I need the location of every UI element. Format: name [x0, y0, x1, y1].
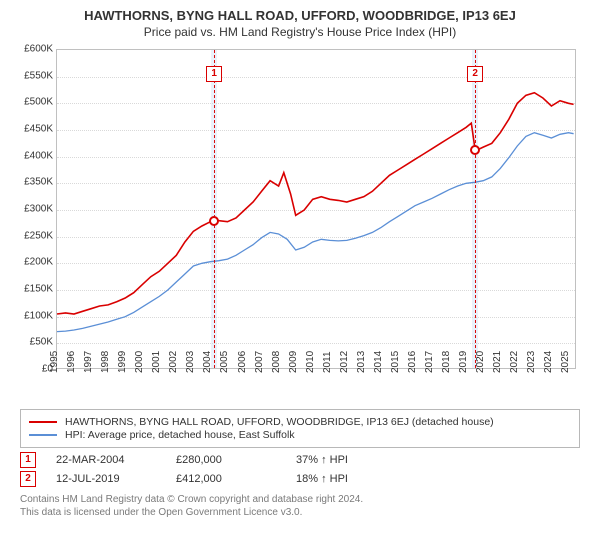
line-layer — [57, 50, 577, 370]
x-tick-label: 2013 — [356, 351, 367, 373]
x-tick-label: 2012 — [339, 351, 350, 373]
x-tick-label: 2025 — [560, 351, 571, 373]
x-tick-label: 2009 — [288, 351, 299, 373]
x-tick-label: 2022 — [509, 351, 520, 373]
x-tick-label: 2019 — [458, 351, 469, 373]
chart-container: HAWTHORNS, BYNG HALL ROAD, UFFORD, WOODB… — [0, 0, 600, 560]
legend-item: HAWTHORNS, BYNG HALL ROAD, UFFORD, WOODB… — [29, 416, 571, 428]
chart-title: HAWTHORNS, BYNG HALL ROAD, UFFORD, WOODB… — [10, 8, 590, 23]
y-tick-label: £600K — [9, 44, 53, 55]
x-tick-label: 2000 — [134, 351, 145, 373]
y-tick-label: £100K — [9, 310, 53, 321]
series-line — [57, 133, 574, 332]
x-tick-label: 2016 — [407, 351, 418, 373]
x-tick-label: 2007 — [253, 351, 264, 373]
y-tick-label: £250K — [9, 230, 53, 241]
x-tick-label: 2020 — [475, 351, 486, 373]
x-tick-label: 1997 — [83, 351, 94, 373]
event-row: 1 22-MAR-2004 £280,000 37% ↑ HPI — [20, 452, 580, 468]
x-tick-label: 2018 — [441, 351, 452, 373]
y-tick-label: £150K — [9, 284, 53, 295]
x-tick-label: 2024 — [543, 351, 554, 373]
x-tick-label: 2021 — [492, 351, 503, 373]
y-tick-label: £300K — [9, 204, 53, 215]
chart-area: 12 £0£50K£100K£150K£200K£250K£300K£350K£… — [10, 45, 590, 405]
event-dashline — [214, 50, 215, 368]
x-tick-label: 1998 — [100, 351, 111, 373]
event-number-box: 2 — [20, 471, 36, 487]
x-tick-label: 2002 — [168, 351, 179, 373]
event-number-box: 1 — [20, 452, 36, 468]
x-tick-label: 2003 — [185, 351, 196, 373]
y-tick-label: £550K — [9, 70, 53, 81]
chart-subtitle: Price paid vs. HM Land Registry's House … — [10, 25, 590, 39]
event-delta: 37% ↑ HPI — [296, 454, 396, 466]
plot-region: 12 — [56, 49, 576, 369]
x-tick-label: 1995 — [49, 351, 60, 373]
y-tick-label: £200K — [9, 257, 53, 268]
footnote: Contains HM Land Registry data © Crown c… — [20, 493, 580, 519]
event-date: 22-MAR-2004 — [56, 454, 156, 466]
x-tick-label: 1996 — [66, 351, 77, 373]
event-table: 1 22-MAR-2004 £280,000 37% ↑ HPI 2 12-JUL-201… — [20, 452, 580, 487]
x-tick-label: 2014 — [373, 351, 384, 373]
event-marker-dot — [209, 216, 219, 226]
y-tick-label: £0 — [9, 364, 53, 375]
event-price: £280,000 — [176, 454, 276, 466]
y-tick-label: £450K — [9, 124, 53, 135]
y-tick-label: £500K — [9, 97, 53, 108]
x-tick-label: 2011 — [322, 351, 333, 373]
x-tick-label: 2008 — [271, 351, 282, 373]
y-tick-label: £400K — [9, 150, 53, 161]
event-date: 12-JUL-2019 — [56, 473, 156, 485]
series-line — [57, 93, 574, 314]
x-tick-label: 2010 — [305, 351, 316, 373]
x-tick-label: 2006 — [236, 351, 247, 373]
event-marker-box: 1 — [206, 66, 222, 82]
event-row: 2 12-JUL-2019 £412,000 18% ↑ HPI — [20, 471, 580, 487]
legend-label: HPI: Average price, detached house, East… — [65, 429, 295, 441]
event-price: £412,000 — [176, 473, 276, 485]
footnote-line: Contains HM Land Registry data © Crown c… — [20, 493, 580, 506]
event-delta: 18% ↑ HPI — [296, 473, 396, 485]
x-tick-label: 2017 — [424, 351, 435, 373]
x-tick-label: 2005 — [219, 351, 230, 373]
footnote-line: This data is licensed under the Open Gov… — [20, 506, 580, 519]
x-tick-label: 2015 — [390, 351, 401, 373]
x-tick-label: 1999 — [117, 351, 128, 373]
legend-swatch — [29, 434, 57, 436]
x-tick-label: 2004 — [202, 351, 213, 373]
event-marker-dot — [470, 145, 480, 155]
event-dashline — [475, 50, 476, 368]
event-marker-box: 2 — [467, 66, 483, 82]
x-tick-label: 2023 — [526, 351, 537, 373]
y-tick-label: £350K — [9, 177, 53, 188]
y-tick-label: £50K — [9, 337, 53, 348]
legend-label: HAWTHORNS, BYNG HALL ROAD, UFFORD, WOODB… — [65, 416, 494, 428]
legend-swatch — [29, 421, 57, 423]
legend: HAWTHORNS, BYNG HALL ROAD, UFFORD, WOODB… — [20, 409, 580, 448]
x-tick-label: 2001 — [151, 351, 162, 373]
legend-item: HPI: Average price, detached house, East… — [29, 429, 571, 441]
